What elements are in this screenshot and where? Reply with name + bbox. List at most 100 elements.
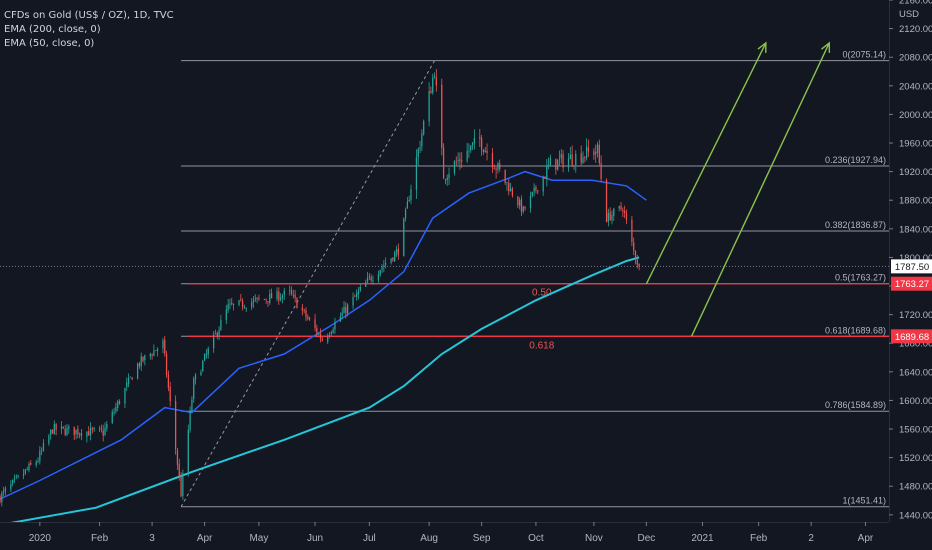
fib-level-label: 0.786(1584.89) <box>825 400 886 410</box>
candle-body <box>491 153 494 168</box>
candle-body <box>334 322 336 330</box>
symbol-title[interactable]: CFDs on Gold (US$ / OZ), 1D, TVC <box>4 10 174 21</box>
candle-body <box>370 276 372 281</box>
price-tick-label: 1560.00 <box>899 425 932 436</box>
fib-level-label: 0.5(1763.27) <box>835 273 886 283</box>
candle-body <box>214 333 217 334</box>
candle-body <box>151 354 153 356</box>
candle-body <box>368 276 370 278</box>
candle-body <box>453 161 456 174</box>
candle-body <box>26 469 28 471</box>
time-axis-background <box>0 522 889 550</box>
candle-body <box>216 332 218 336</box>
price-tick-label: 2000.00 <box>899 110 932 121</box>
candle-body <box>91 428 93 430</box>
candle-body <box>509 188 512 192</box>
support-ratio-label: 0.50 <box>532 288 552 299</box>
candle-body <box>519 200 521 206</box>
time-axis[interactable]: 2020 Feb 3 Apr May Jun Jul Aug Sep Oct Nov Dec 2021 F… <box>0 522 889 550</box>
candle-body <box>142 356 144 362</box>
candle-body <box>86 431 88 438</box>
candle-body <box>356 292 358 297</box>
candle-body <box>251 302 253 308</box>
candle-body <box>140 356 142 367</box>
projection-arrow <box>691 42 830 337</box>
price-axis[interactable]: 1440.00 1480.00 1520.00 1560.00 1600.00 1640.… <box>889 0 932 550</box>
price-tick-label: 1520.00 <box>899 453 932 464</box>
candle-body <box>633 242 635 251</box>
candle-body <box>609 212 611 221</box>
candle-body <box>535 187 537 191</box>
candle-body <box>131 377 133 380</box>
candle-body <box>227 304 229 311</box>
projection-arrow <box>645 42 767 285</box>
ema200-legend[interactable]: EMA (200, close, 0) <box>4 24 101 35</box>
price-tick-label: 1960.00 <box>899 139 932 150</box>
time-tick-label: Oct <box>528 533 544 544</box>
candle-body <box>240 299 242 301</box>
candle-body <box>446 177 448 181</box>
candle-body <box>328 334 331 336</box>
candle-body <box>292 294 294 296</box>
candle-body <box>15 476 17 478</box>
candle-body <box>542 177 544 192</box>
ema50-line <box>0 170 647 500</box>
candle-body <box>321 339 323 341</box>
candle-body <box>397 248 399 256</box>
candle-body <box>537 190 539 192</box>
candle-body <box>631 219 633 242</box>
fib-level-label: 0(2075.14) <box>842 50 886 60</box>
candle-body <box>50 429 52 435</box>
candle-body <box>254 298 256 300</box>
candle-body <box>508 183 510 192</box>
candle-body <box>37 460 39 462</box>
candle-body <box>165 353 168 375</box>
candle-body <box>504 169 506 183</box>
candle-body <box>457 160 459 162</box>
candle-body <box>10 484 12 490</box>
candle-body <box>495 168 497 170</box>
time-tick-label: Jun <box>307 533 323 544</box>
candle-body <box>611 215 613 221</box>
candle-body <box>88 431 90 436</box>
candle-body <box>238 300 240 305</box>
candle-body <box>267 301 269 303</box>
candle-body <box>207 348 209 355</box>
time-tick-label: Nov <box>585 533 603 544</box>
candle-body <box>241 301 244 308</box>
ema50-legend[interactable]: EMA (50, close, 0) <box>4 38 95 49</box>
candle-body <box>419 147 421 150</box>
candle-body <box>294 294 296 298</box>
candle-body <box>106 423 108 429</box>
time-tick-label: Aug <box>420 533 438 544</box>
candle-body <box>155 350 157 352</box>
candle-body <box>245 307 247 309</box>
time-tick-label: 3 <box>149 533 155 544</box>
candle-body <box>104 427 106 435</box>
candle-body <box>280 297 282 300</box>
dashed-trend-line <box>180 60 435 507</box>
time-tick-label: Apr <box>197 533 213 544</box>
candle-body <box>318 333 320 335</box>
candle-body <box>205 353 208 356</box>
candle-body <box>42 443 45 451</box>
fib-level-label: 1(1451.41) <box>842 496 886 506</box>
projection-arrow-head <box>757 41 767 53</box>
price-tick-label: 1720.00 <box>899 310 932 321</box>
candle-body <box>432 77 434 93</box>
candle-body <box>618 206 620 209</box>
candle-body <box>607 212 609 222</box>
candle-body <box>533 187 535 192</box>
candle-body <box>587 147 590 152</box>
candle-body <box>544 176 546 179</box>
candle-body <box>408 199 410 202</box>
last-price-badge: 1787.50 <box>895 262 929 273</box>
candle-body <box>180 476 182 497</box>
candle-body <box>75 429 77 435</box>
candle-body <box>359 287 361 291</box>
candle-body <box>102 430 104 436</box>
candle-body <box>1 492 3 503</box>
time-tick-label: 2020 <box>29 533 52 544</box>
ema50-path <box>0 170 647 500</box>
